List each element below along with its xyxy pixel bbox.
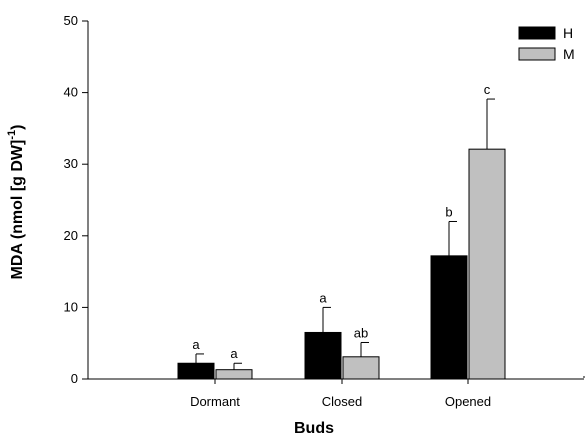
bar-h-dormant [177, 362, 215, 380]
legend: HM [518, 25, 575, 62]
legend-swatch-m [518, 47, 556, 61]
legend-label-h: H [563, 25, 573, 41]
legend-swatch-h [518, 26, 556, 40]
bar-h-closed [304, 331, 342, 380]
x-axis-title: Buds [294, 420, 334, 437]
bar-h-opened [430, 255, 468, 380]
y-axis-title-close: ) [9, 125, 26, 130]
x-tick-labels: Dormant Closed Opened [190, 379, 491, 409]
significance-label: a [319, 290, 327, 305]
significance-label: ab [354, 325, 368, 340]
significance-label: c [484, 82, 491, 97]
significance-label: a [230, 346, 238, 361]
bar-m-dormant [215, 369, 253, 380]
y-tick-label: 20 [64, 228, 78, 243]
legend-label-m: M [563, 46, 575, 62]
bar-m-opened [468, 148, 506, 380]
y-axis-title-main: MDA (nmol [g DW] [9, 140, 26, 280]
significance-label: b [445, 204, 452, 219]
y-tick-label: 40 [64, 85, 78, 100]
x-tick-label: Dormant [190, 394, 240, 409]
x-tick-label: Closed [322, 394, 362, 409]
bar-m-closed [342, 356, 380, 380]
y-tick-label: 50 [64, 13, 78, 28]
y-axis-title-superscript: -1 [6, 130, 18, 140]
significance-label: a [192, 337, 200, 352]
x-tick-label: Opened [445, 394, 491, 409]
y-ticks: 0 10 20 30 40 50 [64, 13, 88, 386]
y-tick-label: 0 [71, 371, 78, 386]
y-tick-label: 10 [64, 299, 78, 314]
bars: a a a ab b c [177, 82, 506, 380]
axes [87, 21, 585, 380]
y-axis-title: MDA (nmol [g DW]-1) [6, 125, 26, 280]
y-tick-label: 30 [64, 156, 78, 171]
